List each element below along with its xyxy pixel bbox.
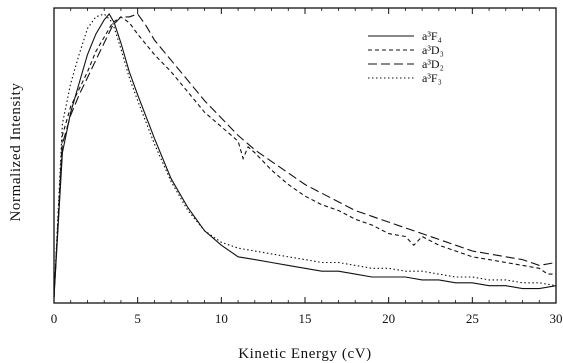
x-tick-label: 0 (51, 311, 58, 326)
series-line-0 (53, 13, 557, 298)
x-tick-label: 25 (466, 311, 479, 326)
x-tick-label: 15 (299, 311, 312, 326)
legend-label-3: a³F₃ (422, 71, 442, 85)
legend-label-2: a³D₂ (422, 57, 444, 71)
ticks-group: 0 5 10 15 20 25 30 (51, 8, 563, 326)
x-tick-label: 5 (134, 311, 141, 326)
series-line-3 (53, 13, 557, 298)
legend-label-1: a³D₃ (422, 43, 444, 57)
x-tick-label: 10 (215, 311, 228, 326)
y-axis-title: Normalized Intensity (8, 82, 24, 221)
series-line-1 (53, 16, 556, 298)
legend-label-0: a³F₄ (422, 29, 442, 43)
series-line-2 (53, 13, 557, 298)
x-axis-title: Kinetic Energy (cV) (238, 346, 372, 362)
x-tick-label: 30 (550, 311, 563, 326)
series-group (53, 13, 557, 298)
x-tick-label: 20 (382, 311, 395, 326)
